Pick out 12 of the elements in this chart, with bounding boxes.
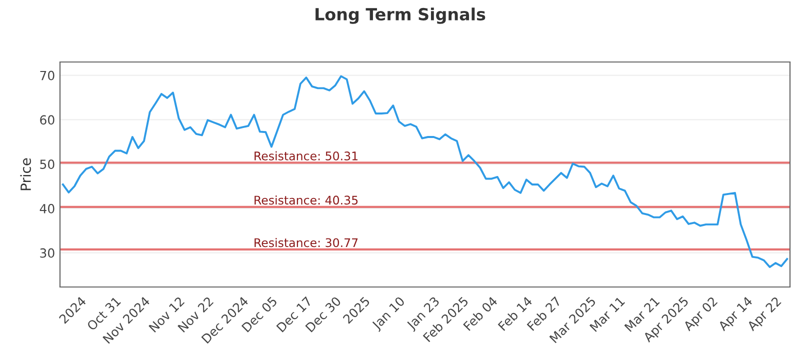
x-tick-label: Jan 10: [370, 296, 407, 332]
y-axis-title: Price: [20, 158, 31, 190]
chart-title: Long Term Signals: [316, 8, 486, 24]
ref-line-label: Resistance: 30.77: [254, 238, 358, 248]
y-tick-label: 50: [40, 160, 54, 169]
ref-line-label: Resistance: 50.31: [254, 151, 358, 160]
y-tick-label: 40: [40, 204, 54, 214]
ref-line-label: Resistance: 40.35: [254, 195, 358, 205]
y-tick-label: 70: [40, 70, 54, 80]
y-tick-label: 60: [40, 115, 54, 125]
line-series: [62, 75, 788, 268]
y-tick-label: 30: [40, 248, 54, 258]
